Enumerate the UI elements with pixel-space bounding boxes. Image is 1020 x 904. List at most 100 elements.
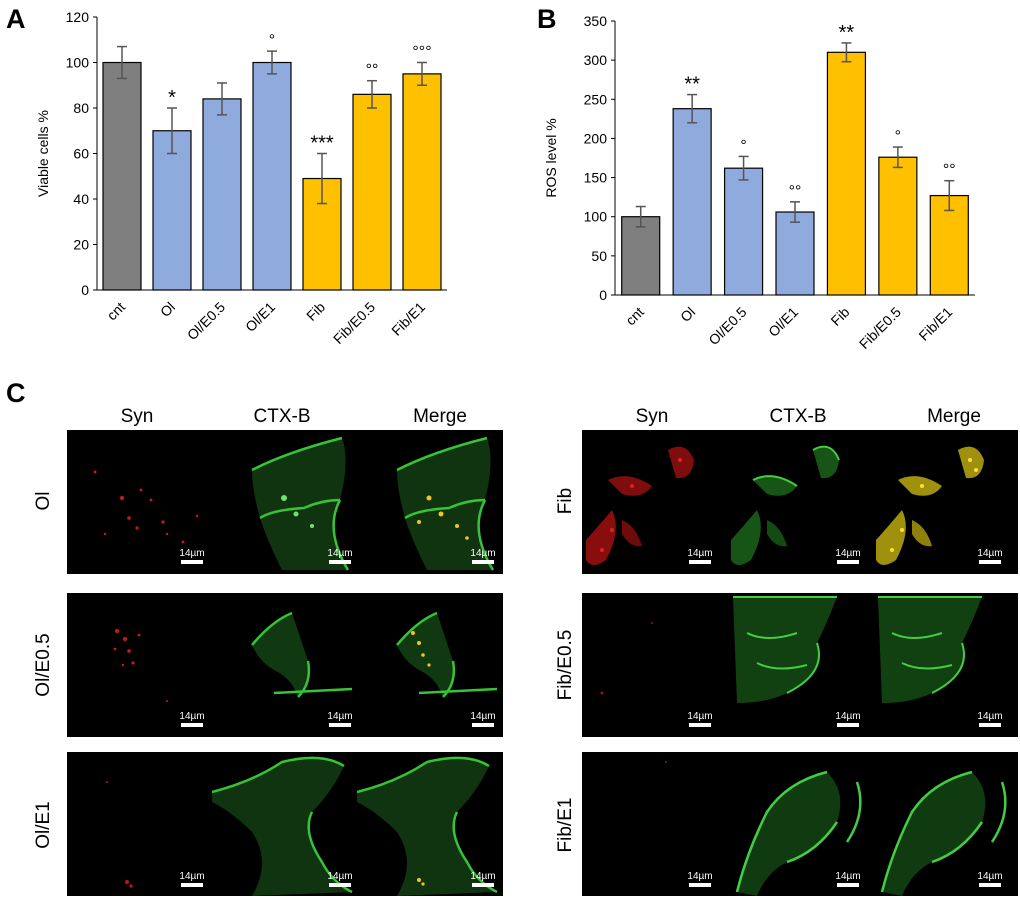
panel-letter-c: C — [6, 378, 26, 408]
x-tick-label: Ol/E0.5 — [184, 299, 228, 343]
header-syn-right: Syn — [635, 406, 669, 427]
header-syn-left: Syn — [120, 406, 154, 427]
scale-bar: 14µm — [466, 548, 500, 564]
micrograph-syn — [600, 622, 653, 695]
bar — [621, 216, 661, 296]
row-label-ol: Ol — [33, 491, 54, 511]
y-axis-label: Viable cells % — [35, 110, 51, 197]
significance-label: °° — [366, 62, 379, 79]
micrograph-ctxb — [733, 596, 837, 703]
significance-label: ° — [269, 32, 275, 49]
scale-bar: 14µm — [323, 871, 357, 887]
scale-bar: 14µm — [175, 548, 209, 564]
significance-label: °°° — [412, 44, 431, 61]
x-tick-label: Fib/E0.5 — [856, 304, 904, 352]
row-label-ol-e1: Ol/E1 — [33, 801, 54, 849]
significance-label: °° — [789, 183, 802, 200]
x-tick-label: Fib/E1 — [915, 304, 955, 344]
scale-bar: 14µm — [683, 871, 717, 887]
panel-letter-a: A — [6, 4, 26, 34]
y-tick-label: 350 — [584, 13, 608, 29]
y-tick-label: 50 — [591, 248, 607, 264]
x-tick-label: Ol/E1 — [765, 304, 801, 340]
y-tick-label: 200 — [584, 130, 608, 146]
scale-bar: 14µm — [973, 871, 1007, 887]
bar — [723, 167, 764, 296]
header-merge-right: Merge — [927, 406, 981, 427]
micrograph-row-ol — [67, 430, 503, 574]
x-tick-label: cnt — [622, 304, 647, 329]
x-tick-label: Fib/E1 — [388, 299, 428, 339]
scale-bar: 14µm — [466, 871, 500, 887]
y-tick-label: 250 — [584, 91, 608, 107]
bar — [102, 61, 142, 291]
bar — [152, 130, 192, 291]
scale-bar: 14µm — [683, 548, 717, 564]
significance-label: *** — [310, 133, 334, 155]
y-tick-label: 80 — [73, 100, 89, 116]
panel-letter-b: B — [537, 4, 557, 34]
y-tick-label: 100 — [66, 55, 90, 71]
row-label-ol-e05: Ol/E0.5 — [33, 633, 54, 697]
bar — [352, 93, 392, 291]
x-tick-label: Ol/E0.5 — [705, 304, 749, 348]
micrograph-row-fib-e05 — [582, 593, 1018, 737]
micrograph-ctxb — [731, 445, 840, 565]
bar — [878, 156, 918, 296]
scale-bar: 14µm — [683, 711, 717, 727]
micrograph-ctxb — [251, 611, 353, 698]
x-tick-label: Ol — [677, 304, 698, 325]
bar — [826, 51, 867, 296]
bar — [929, 194, 969, 296]
x-tick-label: cnt — [104, 299, 129, 324]
micrograph-merge — [876, 446, 984, 565]
y-tick-label: 60 — [73, 146, 89, 162]
scale-bar: 14µm — [323, 711, 357, 727]
micrograph-row-fib — [582, 430, 1018, 574]
significance-label: ° — [895, 128, 901, 145]
significance-label: °° — [943, 162, 956, 179]
micrograph-syn — [93, 470, 199, 544]
micrograph-merge — [396, 611, 498, 698]
scale-bar: 14µm — [831, 871, 865, 887]
y-tick-label: 100 — [584, 209, 608, 225]
scale-bar: 14µm — [175, 871, 209, 887]
scale-bar: 14µm — [973, 548, 1007, 564]
scale-bar: 14µm — [466, 711, 500, 727]
header-ctxb-right: CTX-B — [769, 406, 827, 427]
bar — [775, 211, 815, 296]
scale-bar: 14µm — [831, 548, 865, 564]
significance-label: ° — [740, 137, 746, 154]
micrograph-row-ol-e05 — [67, 593, 503, 737]
x-tick-label: Ol — [157, 299, 178, 320]
y-tick-label: 0 — [81, 282, 89, 298]
scale-bar: 14µm — [323, 548, 357, 564]
row-label-fib-e1: Fib/E1 — [555, 797, 576, 853]
scale-bar: 14µm — [175, 711, 209, 727]
micrograph-row-ol-e1 — [67, 752, 503, 896]
scale-bar: 14µm — [831, 711, 865, 727]
row-label-fib-e05: Fib/E0.5 — [555, 629, 576, 701]
x-tick-label: Ol/E1 — [242, 299, 278, 335]
y-tick-label: 150 — [584, 170, 608, 186]
micrograph-syn — [113, 629, 168, 702]
micrograph-syn — [586, 446, 694, 565]
micrograph-syn — [106, 781, 133, 888]
micrograph-row-fib-e1 — [582, 752, 1018, 896]
micrograph-merge — [878, 596, 982, 703]
y-tick-label: 120 — [66, 9, 90, 25]
bar — [672, 108, 712, 296]
x-tick-label: Fib/E0.5 — [330, 299, 378, 347]
scale-bar: 14µm — [973, 711, 1007, 727]
chart-viable-cells: 0 20 40 60 80 100 120 Viable cells % cnt * Ol Ol/E0… — [35, 9, 447, 347]
significance-label: * — [168, 87, 176, 109]
micrograph-syn — [665, 761, 667, 763]
significance-label: ** — [684, 74, 700, 96]
header-merge-left: Merge — [413, 406, 467, 427]
significance-label: ** — [839, 22, 855, 44]
y-tick-label: 300 — [584, 52, 608, 68]
bar — [252, 61, 292, 291]
x-tick-label: Fib — [303, 299, 328, 324]
y-axis-label: ROS level % — [543, 118, 559, 197]
y-tick-label: 0 — [599, 287, 607, 303]
